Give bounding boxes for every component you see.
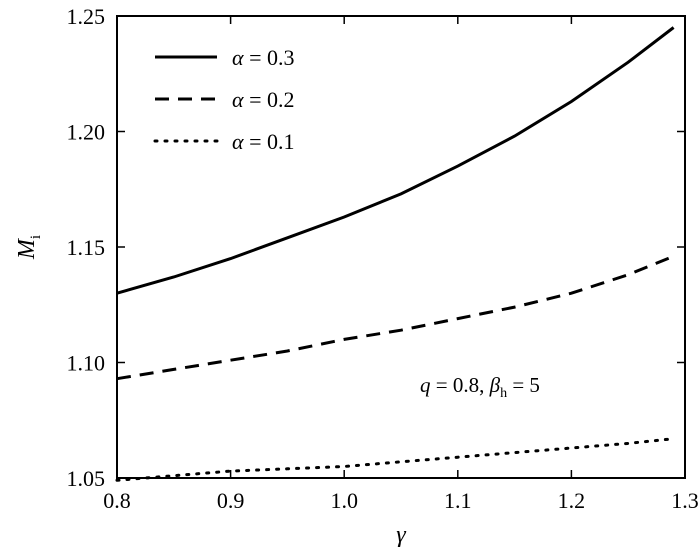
y-axis-title-subscript: i — [28, 235, 44, 239]
x-axis-title: γ — [396, 522, 406, 548]
x-tick-label: 0.9 — [217, 488, 245, 513]
axis-ticks: 0.8 0.9 1.0 1.1 1.2 1.3 1.05 1.10 1.15 1.20 1.25 — [67, 4, 699, 513]
plot-frame — [116, 15, 686, 479]
annotation-beta-subscript: h — [500, 386, 507, 401]
legend-label: α = 0.2 — [232, 87, 294, 112]
series-line-solid — [116, 26, 675, 295]
annotation-beta: β — [489, 373, 501, 397]
x-tick-label: 1.2 — [558, 488, 586, 513]
y-axis-title-symbol: M — [14, 237, 40, 260]
legend-label: α = 0.1 — [232, 129, 294, 154]
y-axis-title: Mi — [14, 235, 44, 260]
annotation-beta-value: = 5 — [507, 373, 540, 397]
annotation-q-value: = 0.8, — [431, 373, 490, 397]
series-line-dotted — [115, 437, 676, 482]
y-tick-label: 1.20 — [67, 120, 106, 145]
y-tick-label: 1.10 — [67, 351, 106, 376]
x-tick-label: 0.8 — [103, 488, 131, 513]
legend-label: α = 0.3 — [232, 45, 294, 70]
x-tick-label: 1.0 — [330, 488, 358, 513]
y-tick-label: 1.05 — [67, 466, 106, 491]
parameter-annotation: q = 0.8, βh = 5 — [420, 373, 540, 401]
x-tick-label: 1.3 — [671, 488, 699, 513]
series-line-dashed — [116, 254, 675, 381]
annotation-q: q — [420, 373, 431, 397]
y-tick-label: 1.15 — [67, 235, 106, 260]
y-tick-label: 1.25 — [67, 4, 106, 29]
x-tick-label: 1.1 — [444, 488, 472, 513]
series-lines — [115, 26, 676, 482]
legend: α = 0.3 α = 0.2 α = 0.1 — [153, 45, 294, 154]
